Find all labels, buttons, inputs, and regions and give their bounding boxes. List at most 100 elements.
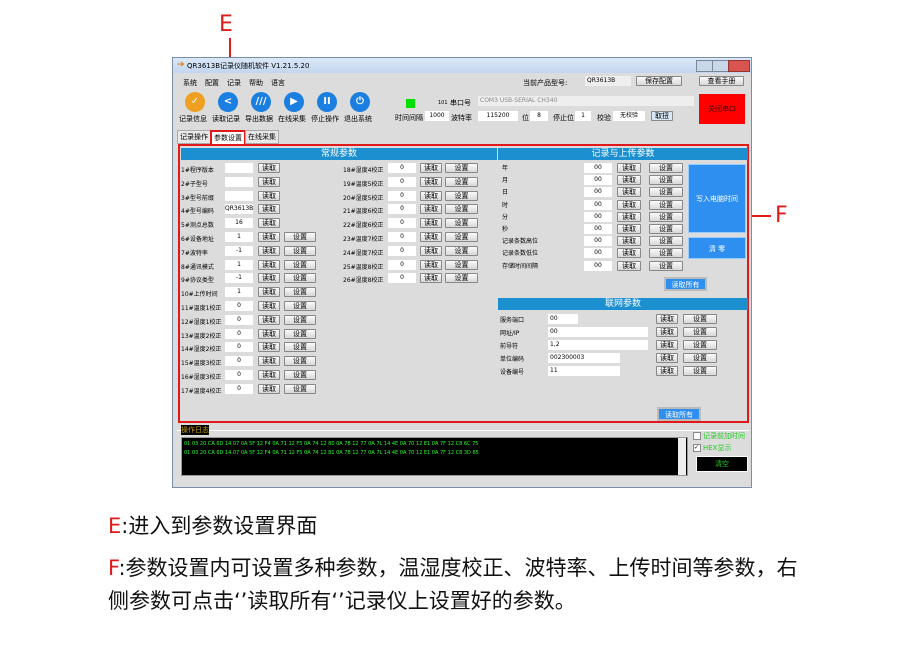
general-param-input[interactable]: -1 [225,245,253,256]
read-button[interactable]: 读取 [258,204,280,215]
general-param-input[interactable]: 0 [388,176,416,187]
general-param-input[interactable]: 0 [388,204,416,215]
log-clear-button[interactable]: 清空 [696,456,748,472]
set-button[interactable]: 设置 [284,259,316,270]
set-button[interactable]: 设置 [284,287,316,298]
read-button[interactable]: 读取 [258,301,280,311]
toolbar-button-3[interactable]: 在线采集 [278,115,306,123]
read-button[interactable]: 读取 [258,190,280,201]
set-button[interactable]: 设置 [445,204,478,215]
general-param-input[interactable]: 0 [225,370,253,380]
general-param-input[interactable] [225,163,253,173]
set-button[interactable]: 设置 [284,328,316,339]
read-button[interactable]: 读取 [420,218,442,229]
set-button[interactable]: 设置 [683,327,717,337]
tab-1[interactable]: 参数设置 [210,130,246,146]
save-config-button[interactable]: 保存配置 [636,76,682,86]
network-param-input[interactable]: 00 [548,314,578,324]
set-button[interactable]: 设置 [649,236,683,247]
read-button[interactable]: 读取 [617,260,641,271]
set-button[interactable]: 设置 [649,163,683,173]
close-port-button[interactable]: 关闭串口 [699,94,745,124]
network-param-input[interactable]: 11 [548,366,620,376]
read-button[interactable]: 读取 [617,187,641,198]
set-button[interactable]: 设置 [445,218,478,229]
general-param-input[interactable]: 0 [388,259,416,270]
set-button[interactable]: 设置 [649,187,683,198]
read-button[interactable]: 读取 [420,190,442,201]
read-button[interactable]: 读取 [258,245,280,256]
set-button[interactable]: 设置 [683,340,717,350]
read-button[interactable]: 读取 [420,245,442,256]
clear-zero-button[interactable]: 清 零 [688,237,746,259]
menu-item[interactable]: 帮助 [249,79,263,87]
read-button[interactable]: 读取 [656,327,678,337]
tab-2[interactable]: 在线采集 [245,130,279,144]
general-param-input[interactable]: 16 [225,218,253,229]
read-button[interactable]: 读取 [420,204,442,215]
general-param-input[interactable]: QR3613B [225,204,254,215]
read-button[interactable]: 读取 [258,163,280,173]
read-button[interactable]: 读取 [420,232,442,242]
read-button[interactable]: 读取 [656,340,678,350]
close-window-button[interactable] [728,60,750,72]
minimize-button[interactable] [696,60,713,72]
read-button[interactable]: 读取 [617,224,641,234]
set-button[interactable]: 设置 [284,383,316,394]
set-button[interactable]: 设置 [284,245,316,256]
read-button[interactable]: 读取 [617,163,641,173]
record-param-input[interactable]: 00 [584,163,612,173]
general-param-input[interactable]: 0 [225,301,253,311]
read-button[interactable]: 读取 [258,273,280,284]
general-param-input[interactable]: 0 [388,273,416,284]
set-button[interactable]: 设置 [649,175,683,186]
read-button[interactable]: 读取 [258,328,280,339]
set-button[interactable]: 设置 [445,245,478,256]
general-param-input[interactable] [225,190,253,201]
general-param-input[interactable]: 0 [388,232,416,242]
log-scrollbar[interactable] [678,438,686,475]
toolbar-button-0[interactable]: 记录信息 [179,115,207,123]
set-button[interactable]: 设置 [445,163,478,173]
menu-item[interactable]: 记录 [227,79,241,87]
set-button[interactable]: 设置 [649,260,683,271]
read-button[interactable]: 读取 [258,314,280,325]
set-button[interactable]: 设置 [284,314,316,325]
read-button[interactable]: 读取 [258,383,280,394]
record-param-input[interactable]: 00 [584,211,612,222]
record-param-input[interactable]: 00 [584,187,612,198]
read-button[interactable]: 读取 [258,356,280,367]
general-param-input[interactable]: 0 [388,218,416,229]
read-button[interactable]: 读取 [617,175,641,186]
record-param-input[interactable]: 00 [584,236,612,247]
general-param-input[interactable]: 0 [225,356,253,367]
network-param-input[interactable]: 002300003 [548,353,620,363]
read-button[interactable]: 读取 [258,218,280,229]
baud-select[interactable]: 115200 [478,111,518,121]
read-button[interactable]: 读取 [258,259,280,270]
read-button[interactable]: 读取 [258,342,280,353]
read-button[interactable]: 读取 [258,370,280,380]
read-all-record-button[interactable]: 读取所有 [664,277,707,291]
fetch-button[interactable]: 取扭 [651,111,673,121]
record-param-input[interactable]: 00 [584,260,612,271]
set-button[interactable]: 设置 [284,370,316,380]
maximize-button[interactable] [712,60,729,72]
bits-select[interactable]: 8 [530,111,548,121]
network-param-input[interactable]: 00 [548,327,648,337]
toolbar-button-1[interactable]: 读取记录 [212,115,240,123]
read-button[interactable]: 读取 [656,366,678,376]
interval-input[interactable]: 1000 [425,111,449,121]
add-time-checkbox[interactable] [693,432,701,440]
general-param-input[interactable]: 1 [225,259,253,270]
record-param-input[interactable]: 00 [584,248,612,259]
set-button[interactable]: 设置 [649,224,683,234]
read-button[interactable]: 读取 [617,248,641,259]
general-param-input[interactable] [225,176,253,187]
general-param-input[interactable]: 0 [225,383,253,394]
set-button[interactable]: 设置 [284,273,316,284]
record-param-input[interactable]: 00 [584,199,612,210]
record-param-input[interactable]: 00 [584,224,612,234]
read-button[interactable]: 读取 [656,314,678,324]
toolbar-button-2[interactable]: 导出数据 [245,115,273,123]
